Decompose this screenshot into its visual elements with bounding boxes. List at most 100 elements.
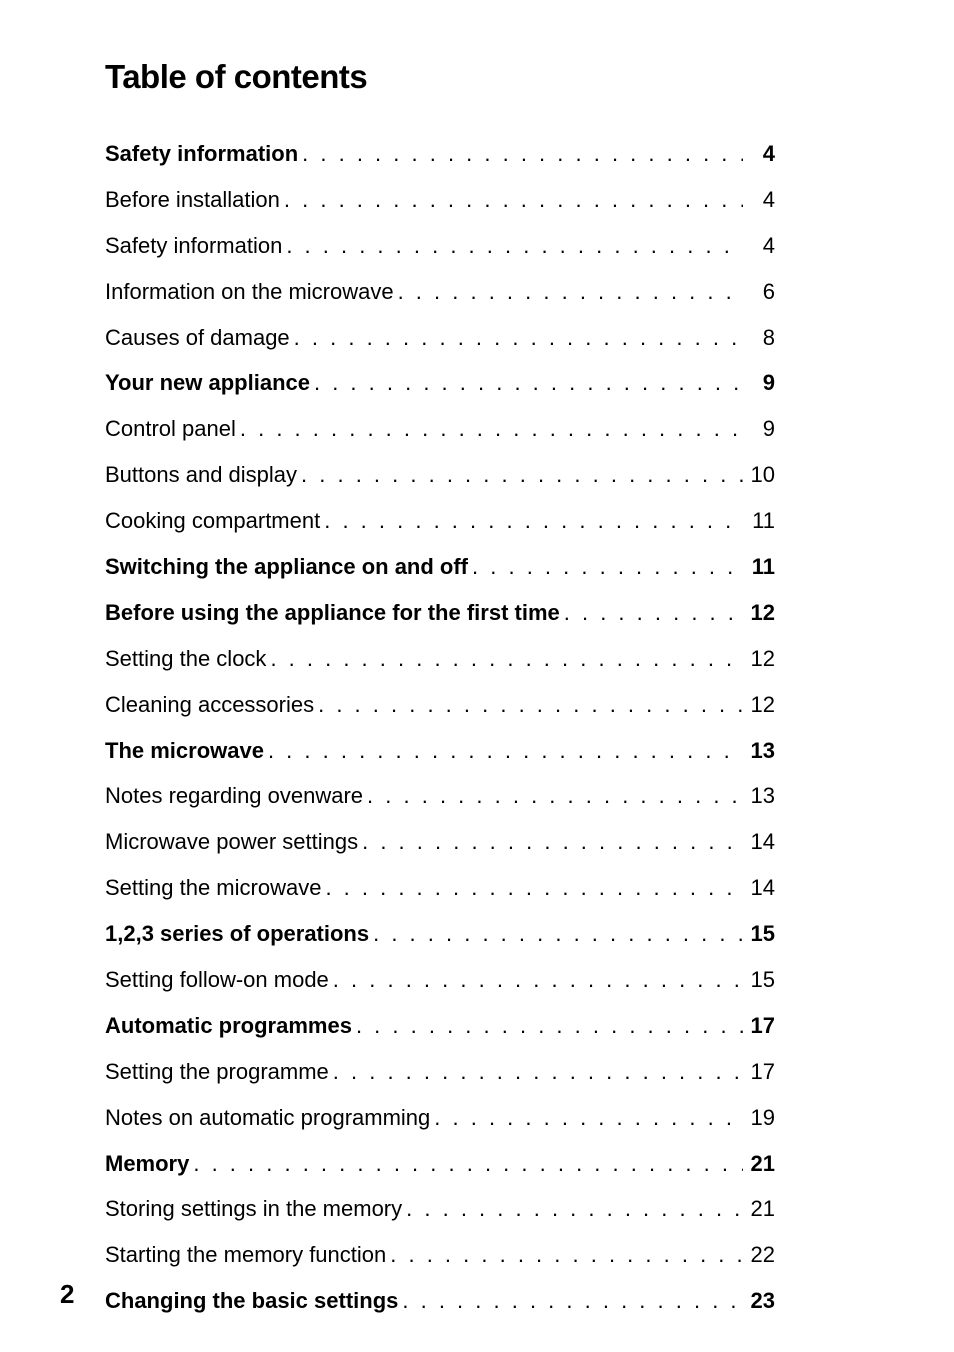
toc-page: 17 bbox=[743, 1056, 775, 1088]
toc-label: Switching the appliance on and off bbox=[105, 551, 468, 583]
toc-page: 22 bbox=[743, 1239, 775, 1271]
toc-page: 9 bbox=[743, 413, 775, 445]
toc-page: 8 bbox=[743, 322, 775, 354]
toc-page: 10 bbox=[743, 459, 775, 491]
toc-leader: . . . . . . . . . . . . . . . . . . . . … bbox=[329, 1056, 743, 1088]
toc-label: Safety information bbox=[105, 230, 282, 262]
toc-row: Causes of damage. . . . . . . . . . . . … bbox=[105, 322, 775, 354]
toc-label: The microwave bbox=[105, 735, 264, 767]
toc-label: Cleaning accessories bbox=[105, 689, 314, 721]
toc-leader: . . . . . . . . . . . . . . . . . . . . … bbox=[352, 1010, 743, 1042]
toc-page: 19 bbox=[743, 1102, 775, 1134]
toc-row: Buttons and display. . . . . . . . . . .… bbox=[105, 459, 775, 491]
toc-row: Switching the appliance on and off. . . … bbox=[105, 551, 775, 583]
toc-leader: . . . . . . . . . . . . . . . . . . . . … bbox=[290, 322, 743, 354]
toc-page: 6 bbox=[743, 276, 775, 308]
toc-label: Starting the memory function bbox=[105, 1239, 386, 1271]
toc-page: 11 bbox=[743, 505, 775, 537]
toc-leader: . . . . . . . . . . . . . . . . . . . . … bbox=[282, 230, 743, 262]
toc-row: Notes on automatic programming. . . . . … bbox=[105, 1102, 775, 1134]
toc-leader: . . . . . . . . . . . . . . . . . . . . … bbox=[402, 1193, 743, 1225]
toc-page: 4 bbox=[743, 138, 775, 170]
toc-leader: . . . . . . . . . . . . . . . . . . . . … bbox=[189, 1148, 743, 1180]
toc-leader: . . . . . . . . . . . . . . . . . . . . … bbox=[560, 597, 743, 629]
toc-page: 12 bbox=[743, 597, 775, 629]
toc-label: 1,2,3 series of operations bbox=[105, 918, 369, 950]
toc-leader: . . . . . . . . . . . . . . . . . . . . … bbox=[297, 459, 743, 491]
toc-leader: . . . . . . . . . . . . . . . . . . . . … bbox=[369, 918, 743, 950]
toc-row: Cooking compartment. . . . . . . . . . .… bbox=[105, 505, 775, 537]
toc-row: The microwave. . . . . . . . . . . . . .… bbox=[105, 735, 775, 767]
toc-leader: . . . . . . . . . . . . . . . . . . . . … bbox=[264, 735, 743, 767]
toc-leader: . . . . . . . . . . . . . . . . . . . . … bbox=[468, 551, 743, 583]
toc-leader: . . . . . . . . . . . . . . . . . . . . … bbox=[280, 184, 743, 216]
toc-row: Setting follow-on mode. . . . . . . . . … bbox=[105, 964, 775, 996]
toc-row: 1,2,3 series of operations. . . . . . . … bbox=[105, 918, 775, 950]
toc-label: Storing settings in the memory bbox=[105, 1193, 402, 1225]
toc-label: Notes regarding ovenware bbox=[105, 780, 363, 812]
toc-label: Notes on automatic programming bbox=[105, 1102, 430, 1134]
toc-page: 17 bbox=[743, 1010, 775, 1042]
toc-page: 13 bbox=[743, 735, 775, 767]
toc-label: Setting the programme bbox=[105, 1056, 329, 1088]
toc-label: Setting the microwave bbox=[105, 872, 321, 904]
page-title: Table of contents bbox=[105, 58, 849, 96]
toc-label: Buttons and display bbox=[105, 459, 297, 491]
toc-page: 4 bbox=[743, 184, 775, 216]
toc-label: Automatic programmes bbox=[105, 1010, 352, 1042]
toc-page: 9 bbox=[743, 367, 775, 399]
toc-row: Storing settings in the memory. . . . . … bbox=[105, 1193, 775, 1225]
toc-label: Causes of damage bbox=[105, 322, 290, 354]
toc-page: 14 bbox=[743, 872, 775, 904]
toc-label: Setting follow-on mode bbox=[105, 964, 329, 996]
toc-leader: . . . . . . . . . . . . . . . . . . . . … bbox=[298, 138, 743, 170]
toc-row: Your new appliance. . . . . . . . . . . … bbox=[105, 367, 775, 399]
toc-row: Starting the memory function. . . . . . … bbox=[105, 1239, 775, 1271]
toc-leader: . . . . . . . . . . . . . . . . . . . . … bbox=[386, 1239, 743, 1271]
toc-label: Changing the basic settings bbox=[105, 1285, 398, 1317]
toc-leader: . . . . . . . . . . . . . . . . . . . . … bbox=[310, 367, 743, 399]
toc-row: Safety information. . . . . . . . . . . … bbox=[105, 138, 775, 170]
toc-leader: . . . . . . . . . . . . . . . . . . . . … bbox=[320, 505, 743, 537]
toc-page: 12 bbox=[743, 689, 775, 721]
toc-label: Before installation bbox=[105, 184, 280, 216]
toc-row: Safety information. . . . . . . . . . . … bbox=[105, 230, 775, 262]
toc-row: Notes regarding ovenware. . . . . . . . … bbox=[105, 780, 775, 812]
toc-row: Changing the basic settings. . . . . . .… bbox=[105, 1285, 775, 1317]
toc-row: Microwave power settings. . . . . . . . … bbox=[105, 826, 775, 858]
toc-label: Before using the appliance for the first… bbox=[105, 597, 560, 629]
page-number: 2 bbox=[60, 1279, 74, 1310]
toc-page: 15 bbox=[743, 918, 775, 950]
toc-label: Cooking compartment bbox=[105, 505, 320, 537]
toc-page: 21 bbox=[743, 1148, 775, 1180]
toc-row: Information on the microwave. . . . . . … bbox=[105, 276, 775, 308]
toc-row: Automatic programmes. . . . . . . . . . … bbox=[105, 1010, 775, 1042]
toc-row: Control panel. . . . . . . . . . . . . .… bbox=[105, 413, 775, 445]
toc-leader: . . . . . . . . . . . . . . . . . . . . … bbox=[236, 413, 743, 445]
toc-leader: . . . . . . . . . . . . . . . . . . . . … bbox=[358, 826, 743, 858]
toc-label: Information on the microwave bbox=[105, 276, 394, 308]
toc-row: Setting the clock. . . . . . . . . . . .… bbox=[105, 643, 775, 675]
toc-label: Safety information bbox=[105, 138, 298, 170]
toc-label: Memory bbox=[105, 1148, 189, 1180]
toc-list: Safety information. . . . . . . . . . . … bbox=[105, 138, 775, 1317]
toc-label: Control panel bbox=[105, 413, 236, 445]
toc-leader: . . . . . . . . . . . . . . . . . . . . … bbox=[394, 276, 743, 308]
toc-row: Cleaning accessories. . . . . . . . . . … bbox=[105, 689, 775, 721]
toc-row: Setting the microwave. . . . . . . . . .… bbox=[105, 872, 775, 904]
toc-row: Memory. . . . . . . . . . . . . . . . . … bbox=[105, 1148, 775, 1180]
toc-leader: . . . . . . . . . . . . . . . . . . . . … bbox=[398, 1285, 743, 1317]
toc-page: 11 bbox=[743, 551, 775, 583]
toc-page: 14 bbox=[743, 826, 775, 858]
toc-row: Before using the appliance for the first… bbox=[105, 597, 775, 629]
toc-label: Your new appliance bbox=[105, 367, 310, 399]
toc-page: 4 bbox=[743, 230, 775, 262]
toc-label: Setting the clock bbox=[105, 643, 266, 675]
toc-leader: . . . . . . . . . . . . . . . . . . . . … bbox=[430, 1102, 743, 1134]
toc-page: 21 bbox=[743, 1193, 775, 1225]
toc-label: Microwave power settings bbox=[105, 826, 358, 858]
toc-row: Setting the programme. . . . . . . . . .… bbox=[105, 1056, 775, 1088]
toc-page: 12 bbox=[743, 643, 775, 675]
toc-leader: . . . . . . . . . . . . . . . . . . . . … bbox=[266, 643, 743, 675]
toc-row: Before installation. . . . . . . . . . .… bbox=[105, 184, 775, 216]
